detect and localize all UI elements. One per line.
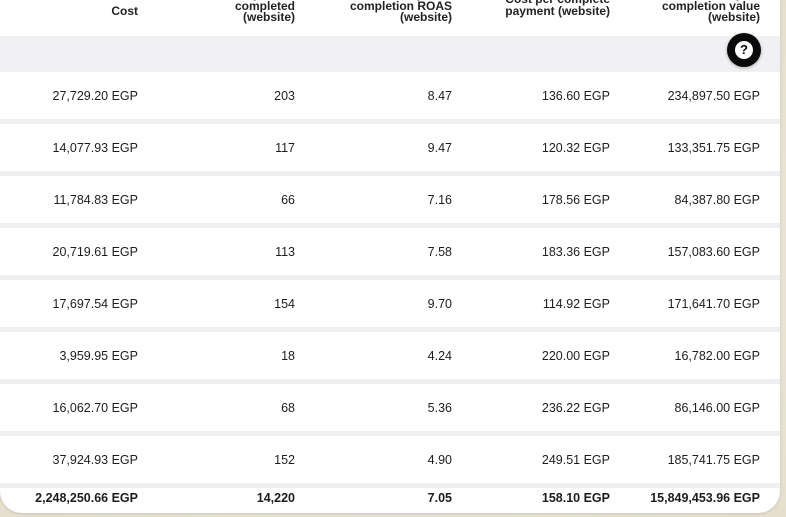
cell-cost-per-payment: 136.60 EGP <box>541 88 610 103</box>
cell-completion-value: 84,387.80 EGP <box>674 192 760 207</box>
column-header-payments-completed[interactable]: Payments completed (website) <box>234 0 295 24</box>
cell-roas: 8.47 <box>427 88 452 103</box>
cell-roas: 4.90 <box>427 452 452 467</box>
table-row[interactable]: 3,959.95 EGP 18 4.24 220.00 EGP 16,782.0… <box>0 332 780 384</box>
table-row[interactable]: 17,697.54 EGP 154 9.70 114.92 EGP 171,64… <box>0 280 780 332</box>
cell-roas: 9.70 <box>427 296 452 311</box>
cell-cost-per-payment: 236.22 EGP <box>541 400 610 415</box>
cell-roas: 5.36 <box>427 400 452 415</box>
cell-cost-per-payment: 220.00 EGP <box>541 348 610 363</box>
help-button[interactable]: ? <box>727 33 761 67</box>
table-row[interactable]: 16,062.70 EGP 68 5.36 236.22 EGP 86,146.… <box>0 384 780 436</box>
column-header-payment-completion-roas[interactable]: Payment completion ROAS (website) <box>349 0 452 24</box>
column-header-cost[interactable]: Cost <box>111 4 138 18</box>
header-summary-strip <box>0 36 780 72</box>
cell-cost: 17,697.54 EGP <box>52 296 138 311</box>
cell-cost: 20,719.61 EGP <box>52 244 138 259</box>
cell-payments-completed: 18 <box>281 348 295 363</box>
table-header: Cost Payments completed (website) Paymen… <box>0 0 780 35</box>
cell-cost: 27,729.20 EGP <box>52 88 138 103</box>
table-row[interactable]: 14,077.93 EGP 117 9.47 120.32 EGP 133,35… <box>0 124 780 176</box>
totals-row: 2,248,250.66 EGP 14,220 7.05 158.10 EGP … <box>0 476 780 513</box>
cell-payments-completed: 68 <box>281 400 295 415</box>
table-row[interactable]: 20,719.61 EGP 113 7.58 183.36 EGP 157,08… <box>0 228 780 280</box>
cell-payments-completed: 66 <box>281 192 295 207</box>
cell-completion-value: 171,641.70 EGP <box>667 296 760 311</box>
total-payments-completed: 14,220 <box>256 491 295 505</box>
column-header-cost-per-complete-payment[interactable]: Cost per complete payment (website) <box>505 0 610 18</box>
cell-payments-completed: 117 <box>275 140 295 155</box>
cell-completion-value: 157,083.60 EGP <box>667 244 760 259</box>
cell-cost-per-payment: 249.51 EGP <box>541 452 610 467</box>
cell-cost: 3,959.95 EGP <box>59 348 138 363</box>
cell-payments-completed: 113 <box>275 244 295 259</box>
cell-cost-per-payment: 183.36 EGP <box>541 244 610 259</box>
cell-payments-completed: 203 <box>274 88 295 103</box>
total-cost-per-payment: 158.10 EGP <box>541 491 610 505</box>
cell-payments-completed: 154 <box>274 296 295 311</box>
cell-cost: 37,924.93 EGP <box>52 452 138 467</box>
table-row[interactable]: 27,729.20 EGP 203 8.47 136.60 EGP 234,89… <box>0 72 780 124</box>
cell-completion-value: 86,146.00 EGP <box>674 400 760 415</box>
cell-cost-per-payment: 178.56 EGP <box>541 192 610 207</box>
total-roas: 7.05 <box>427 491 452 505</box>
help-icon: ? <box>735 41 753 59</box>
cell-payments-completed: 152 <box>274 452 295 467</box>
table-row[interactable]: 37,924.93 EGP 152 4.90 249.51 EGP 185,74… <box>0 436 780 488</box>
cell-cost-per-payment: 114.92 EGP <box>542 296 610 311</box>
cell-cost: 14,077.93 EGP <box>52 140 138 155</box>
cell-roas: 9.47 <box>427 140 452 155</box>
cell-completion-value: 185,741.75 EGP <box>667 452 760 467</box>
total-cost: 2,248,250.66 EGP <box>35 491 138 505</box>
cell-roas: 4.24 <box>427 348 452 363</box>
column-header-payment-completion-value[interactable]: Payme completion value (website) <box>661 0 760 24</box>
cell-completion-value: 16,782.00 EGP <box>674 348 760 363</box>
cell-cost-per-payment: 120.32 EGP <box>541 140 610 155</box>
total-completion-value: 15,849,453.96 EGP <box>650 491 760 505</box>
cell-roas: 7.58 <box>427 244 452 259</box>
cell-cost: 11,784.83 EGP <box>53 192 138 207</box>
table-row[interactable]: 11,784.83 EGP 66 7.16 178.56 EGP 84,387.… <box>0 176 780 228</box>
cell-completion-value: 234,897.50 EGP <box>667 88 760 103</box>
cell-roas: 7.16 <box>427 192 452 207</box>
cell-completion-value: 133,351.75 EGP <box>667 140 760 155</box>
cell-cost: 16,062.70 EGP <box>52 400 138 415</box>
